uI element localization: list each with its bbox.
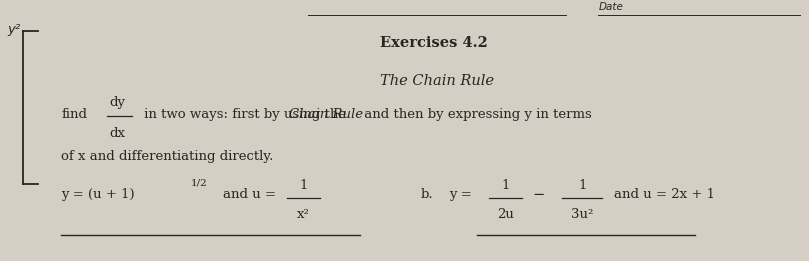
Text: 3u²: 3u² [571,208,593,221]
Text: b.: b. [421,188,434,201]
Text: Chain Rule: Chain Rule [289,108,363,121]
Text: in two ways: first by using the: in two ways: first by using the [140,108,350,121]
Text: Exercises 4.2: Exercises 4.2 [380,36,488,50]
Text: y =: y = [449,188,472,201]
Text: 1: 1 [299,179,307,192]
Text: Date: Date [599,2,623,12]
Text: 1/2: 1/2 [190,179,207,188]
Text: find: find [61,108,87,121]
Text: and then by expressing y in terms: and then by expressing y in terms [360,108,592,121]
Text: of x and differentiating directly.: of x and differentiating directly. [61,150,273,163]
Text: 2u: 2u [497,208,514,221]
Text: 1: 1 [578,179,587,192]
Text: y = (u + 1): y = (u + 1) [61,188,135,201]
Text: x²: x² [297,208,310,221]
Text: 1: 1 [502,179,510,192]
Text: The Chain Rule: The Chain Rule [380,74,494,88]
Text: dx: dx [110,127,125,140]
Text: and u =: and u = [222,188,276,201]
Text: and u = 2x + 1: and u = 2x + 1 [615,188,715,201]
Text: −: − [532,188,544,202]
Text: dy: dy [110,96,125,109]
Text: y²: y² [7,23,20,37]
